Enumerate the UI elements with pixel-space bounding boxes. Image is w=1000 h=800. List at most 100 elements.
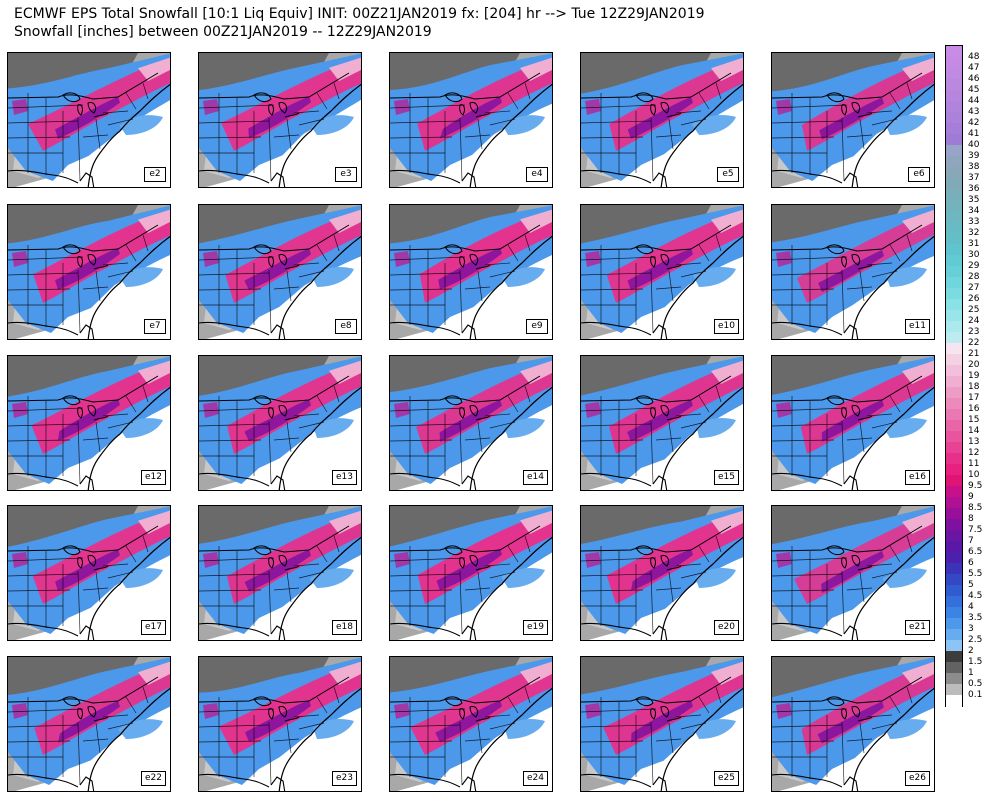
colorbar-cell: [946, 497, 962, 509]
colorbar-cell: [946, 508, 962, 520]
heaviest-snow-area: [520, 360, 552, 384]
coastline: [278, 386, 361, 490]
offshore-snow-area: [505, 418, 545, 438]
gulf-coastline: [390, 169, 461, 184]
state-border: [333, 535, 340, 553]
colorbar-cell: [946, 695, 962, 707]
state-border: [477, 571, 483, 603]
state-border: [889, 395, 901, 413]
lake-erie: [857, 415, 873, 421]
state-border: [273, 738, 300, 742]
canada-border: [772, 375, 923, 403]
snow-core-area: [818, 250, 884, 292]
florida-outline: [79, 324, 95, 339]
state-border: [655, 587, 682, 591]
colorbar-tick-label: 44: [968, 96, 980, 106]
coastline: [469, 386, 552, 490]
state-border: [293, 413, 320, 417]
coastline: [660, 687, 743, 791]
lake-erie: [666, 112, 682, 118]
offshore-snow-area: [313, 418, 354, 438]
florida-outline: [652, 625, 668, 640]
heaviest-snow-area: [711, 661, 743, 685]
state-border: [484, 413, 511, 417]
ensemble-panel-e13: e13: [198, 355, 362, 491]
member-label: e19: [523, 620, 548, 635]
gulf-coastline: [581, 472, 652, 487]
snow-core-area: [819, 97, 884, 140]
lake-huron: [851, 555, 861, 567]
colorbar-cell: [946, 79, 962, 91]
colorbar-cell: [946, 684, 962, 696]
colorbar-cell: [946, 134, 962, 146]
heaviest-snow-area: [902, 510, 934, 534]
member-label: e18: [332, 620, 357, 635]
colorbar-cell: [946, 442, 962, 454]
coastline: [660, 386, 743, 490]
snowfall-map: [390, 53, 552, 187]
state-border: [906, 82, 913, 100]
colorbar-cell: [946, 563, 962, 575]
colorbar-tick-label: 30: [968, 250, 980, 260]
state-border: [102, 110, 129, 114]
colorbar-cell: [946, 585, 962, 597]
colorbar-cell: [946, 475, 962, 487]
state-border: [680, 421, 707, 429]
lake-huron: [851, 254, 861, 266]
colorbar-cell: [946, 541, 962, 553]
state-border: [8, 439, 71, 442]
western-snow-patch: [203, 402, 219, 418]
canada-border: [8, 375, 159, 403]
state-border: [507, 244, 519, 262]
state-border: [859, 421, 865, 453]
florida-outline: [461, 475, 477, 490]
state-border: [107, 722, 134, 730]
colorbar-cell: [946, 332, 962, 344]
gulf-coastline: [581, 169, 652, 184]
state-border: [846, 738, 873, 742]
member-label: e15: [714, 470, 739, 485]
member-label: e13: [332, 470, 357, 485]
state-border: [199, 136, 262, 139]
lake-erie: [284, 264, 300, 270]
state-border: [142, 385, 149, 403]
florida-outline: [843, 172, 859, 187]
western-snow-patch: [203, 251, 219, 267]
state-border: [199, 272, 270, 276]
state-border: [772, 272, 843, 276]
florida-outline: [461, 172, 477, 187]
western-snow-patch: [585, 552, 601, 568]
state-border: [390, 423, 461, 427]
snow-core-area: [244, 549, 311, 592]
colorbar-tick-label: 5.5: [968, 569, 983, 579]
state-border: [715, 686, 722, 704]
florida-outline: [79, 475, 95, 490]
snowfall-map: [772, 657, 934, 791]
colorbar-cell: [946, 200, 962, 212]
colorbar-tick-label: 17: [968, 393, 980, 403]
colorbar-cell: [946, 277, 962, 289]
lake-erie: [475, 415, 491, 421]
snow-core-area: [244, 399, 311, 442]
snowfall-map: [772, 205, 934, 339]
lake-huron: [469, 254, 479, 266]
state-border: [298, 270, 325, 278]
state-border: [95, 571, 101, 603]
colorbar-cell: [946, 266, 962, 278]
canada-border: [199, 676, 350, 704]
state-border: [484, 714, 511, 718]
lake-superior: [826, 244, 845, 255]
state-border: [459, 570, 463, 635]
canada-border: [199, 525, 350, 553]
lake-superior: [635, 92, 654, 103]
offshore-snow-area: [885, 115, 927, 135]
coastline: [660, 235, 743, 339]
colorbar-tick-label: 20: [968, 360, 980, 370]
state-border: [268, 420, 272, 485]
state-border: [772, 724, 843, 728]
state-border: [507, 92, 519, 110]
colorbar-tick-label: 35: [968, 195, 980, 205]
offshore-snow-area: [696, 418, 736, 438]
western-snow-patch: [776, 402, 792, 418]
coastline: [851, 386, 934, 490]
